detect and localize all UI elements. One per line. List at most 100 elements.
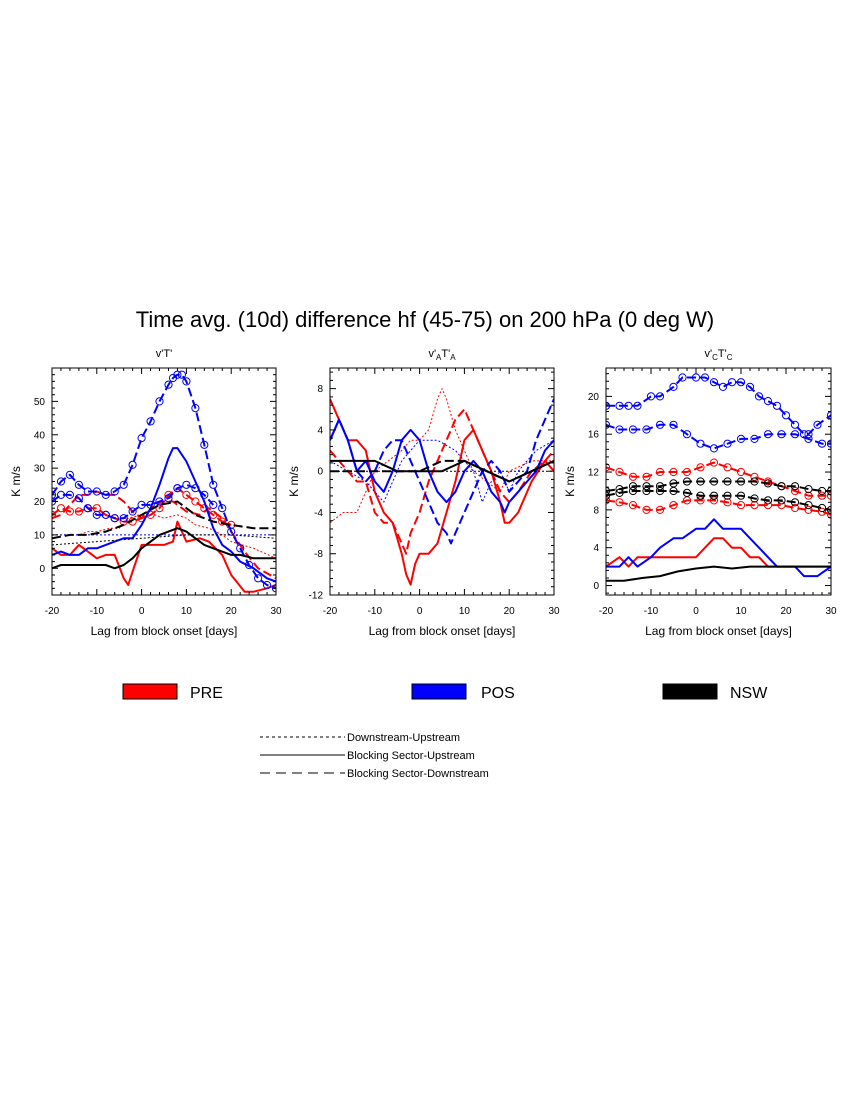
y-tick-label: 0: [39, 564, 45, 575]
panel-title: v'AT'A: [428, 348, 456, 362]
data-point-pre: [682, 467, 692, 477]
data-point-pos: [615, 425, 624, 434]
x-tick-label: -20: [323, 606, 338, 617]
data-point-nsw: [709, 491, 719, 500]
y-tick-label: -12: [309, 591, 324, 602]
data-point-pos: [177, 370, 186, 379]
data-point-pre: [826, 491, 831, 500]
data-point-pos: [709, 378, 719, 387]
data-point-pos: [83, 504, 92, 513]
data-point-pre: [182, 490, 191, 499]
x-tick-label: -20: [45, 606, 60, 617]
data-point-nsw: [682, 488, 692, 497]
series-line-pos: [52, 483, 215, 520]
data-point-pos: [101, 490, 110, 499]
data-point-pos: [209, 480, 218, 489]
plot-frame: [51, 367, 277, 596]
panel-title-part: A: [436, 353, 442, 362]
legend-swatch-pre: [122, 683, 178, 700]
data-point-nsw: [826, 486, 831, 496]
y-tick-label: 0: [593, 581, 599, 592]
series-group: [330, 388, 554, 586]
data-point-pre: [723, 498, 732, 507]
data-point-pos: [164, 380, 173, 389]
data-point-pos: [624, 401, 633, 410]
series-line-pos: [606, 376, 831, 436]
data-point-pre: [736, 467, 746, 477]
data-point-pre: [65, 507, 75, 516]
data-point-pos: [682, 430, 692, 439]
data-point-pre: [790, 486, 800, 496]
data-point-pos: [790, 420, 800, 429]
y-tick-label: 40: [34, 430, 46, 441]
data-point-pre: [696, 496, 705, 505]
data-point-pos: [146, 500, 155, 509]
y-axis-label: K m/s: [287, 466, 301, 497]
panel-title-part: T': [441, 348, 450, 360]
data-point-pos: [128, 460, 137, 469]
y-axis-label: K m/s: [563, 466, 577, 497]
data-point-nsw: [750, 494, 759, 503]
series-line-pre: [330, 398, 554, 586]
x-tick-label: -10: [90, 606, 105, 617]
data-point-pos: [754, 392, 764, 401]
data-point-pos: [191, 404, 200, 413]
data-point-nsw: [777, 482, 786, 491]
data-point-pos: [101, 510, 110, 520]
x-axis-label: Lag from block onset [days]: [369, 624, 516, 638]
data-point-pos: [83, 487, 92, 496]
data-point-pos: [727, 378, 737, 387]
data-point-pos: [218, 504, 227, 513]
data-point-nsw: [736, 477, 746, 486]
series-line-pre: [606, 537, 831, 568]
data-point-pos: [628, 425, 638, 434]
x-tick-label: 10: [181, 606, 193, 617]
panel-title-part: T': [718, 348, 727, 360]
data-point-nsw: [763, 479, 773, 488]
data-point-pos: [763, 430, 773, 439]
x-tick-label: 0: [139, 606, 145, 617]
plot-frame: [605, 367, 832, 596]
data-point-nsw: [628, 486, 638, 496]
data-point-pos: [736, 378, 746, 387]
data-point-pos: [137, 500, 146, 509]
panel-title-part: C: [712, 353, 718, 362]
legend-style-label: Downstream-Upstream: [347, 732, 460, 744]
panel-title-part: v': [705, 348, 713, 360]
data-point-pos: [128, 507, 137, 516]
legend: PRE POS NSW Downstream-Upstream Blocking Sec…: [122, 683, 768, 780]
data-point-pos: [813, 420, 822, 429]
data-point-pre: [696, 463, 705, 472]
data-point-pos: [200, 440, 209, 449]
y-tick-label: 20: [34, 497, 46, 508]
series-line-pos: [330, 418, 554, 514]
y-tick-label: 4: [317, 425, 323, 436]
data-point-pos: [56, 477, 66, 486]
data-point-pos: [155, 397, 164, 406]
data-point-pos: [164, 494, 173, 503]
data-point-nsw: [736, 491, 746, 500]
series-line-pre: [330, 408, 554, 555]
data-point-pre: [615, 467, 624, 477]
panel-title: v'CT'C: [705, 348, 733, 362]
data-point-pos: [110, 487, 119, 496]
panel-title-part: v'T': [156, 348, 172, 360]
x-axis-label: Lag from block onset [days]: [645, 624, 792, 638]
data-point-nsw: [709, 477, 719, 486]
data-point-nsw: [655, 486, 665, 496]
data-point-pos: [669, 382, 678, 391]
data-point-pos: [633, 401, 642, 410]
x-tick-label: 10: [735, 606, 747, 617]
data-point-pos: [790, 430, 800, 439]
series-line-pos: [606, 518, 831, 578]
data-point-pos: [700, 373, 710, 382]
data-point-nsw: [723, 491, 732, 500]
plot-frame: [329, 367, 555, 596]
x-tick-label: -10: [368, 606, 383, 617]
data-point-pos: [655, 392, 665, 401]
series-group: [52, 370, 276, 593]
data-point-nsw: [777, 496, 786, 505]
